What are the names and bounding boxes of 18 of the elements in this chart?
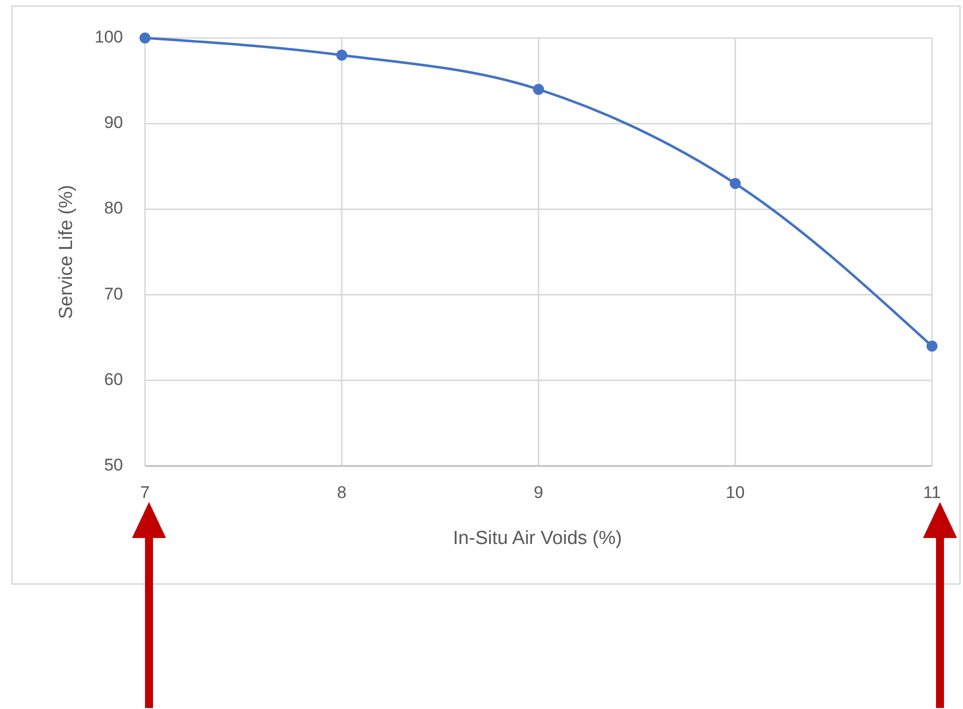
point [533, 84, 544, 95]
point [140, 32, 150, 44]
point [730, 178, 741, 190]
x-tick-label: 10 [726, 483, 745, 502]
y-tick-label: 60 [104, 370, 123, 389]
y-tick-label: 100 [94, 27, 123, 46]
y-tick-label: 70 [104, 284, 123, 304]
x-tick-label: 7 [140, 483, 150, 502]
y-tick-label: 90 [104, 113, 123, 132]
x-tick-label: 8 [337, 483, 346, 502]
point [926, 340, 938, 352]
y-tick-label: 80 [104, 198, 123, 218]
point [336, 50, 348, 61]
y-tick-label: 50 [104, 455, 123, 474]
x-tick-label: 9 [534, 483, 544, 502]
x-tick-label: 11 [923, 483, 941, 502]
y-axis-title: Service Life (%) [56, 184, 77, 320]
x-axis-title: In-Situ Air Voids (%) [453, 528, 622, 549]
